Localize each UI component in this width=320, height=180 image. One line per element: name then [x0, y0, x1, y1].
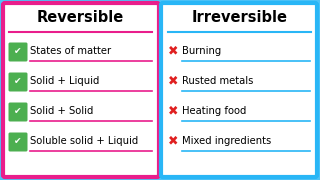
Text: ✔: ✔ — [14, 47, 22, 56]
Text: Rusted metals: Rusted metals — [182, 76, 253, 86]
FancyBboxPatch shape — [9, 42, 28, 62]
Text: Reversible: Reversible — [36, 10, 124, 26]
Text: ✖: ✖ — [168, 44, 178, 57]
Text: Solid + Liquid: Solid + Liquid — [30, 76, 100, 86]
Text: ✔: ✔ — [14, 137, 22, 146]
FancyBboxPatch shape — [9, 73, 28, 91]
Text: ✔: ✔ — [14, 77, 22, 86]
FancyBboxPatch shape — [161, 3, 317, 177]
Text: Solid + Solid: Solid + Solid — [30, 106, 93, 116]
Text: Burning: Burning — [182, 46, 221, 56]
Text: States of matter: States of matter — [30, 46, 111, 56]
Text: ✖: ✖ — [168, 75, 178, 87]
Text: ✖: ✖ — [168, 105, 178, 118]
Text: ✖: ✖ — [168, 134, 178, 147]
FancyBboxPatch shape — [9, 102, 28, 122]
Text: Mixed ingredients: Mixed ingredients — [182, 136, 271, 146]
FancyBboxPatch shape — [3, 3, 159, 177]
Text: Soluble solid + Liquid: Soluble solid + Liquid — [30, 136, 138, 146]
FancyBboxPatch shape — [9, 132, 28, 152]
Text: Irreversible: Irreversible — [192, 10, 288, 26]
Text: Heating food: Heating food — [182, 106, 246, 116]
Text: ✔: ✔ — [14, 107, 22, 116]
